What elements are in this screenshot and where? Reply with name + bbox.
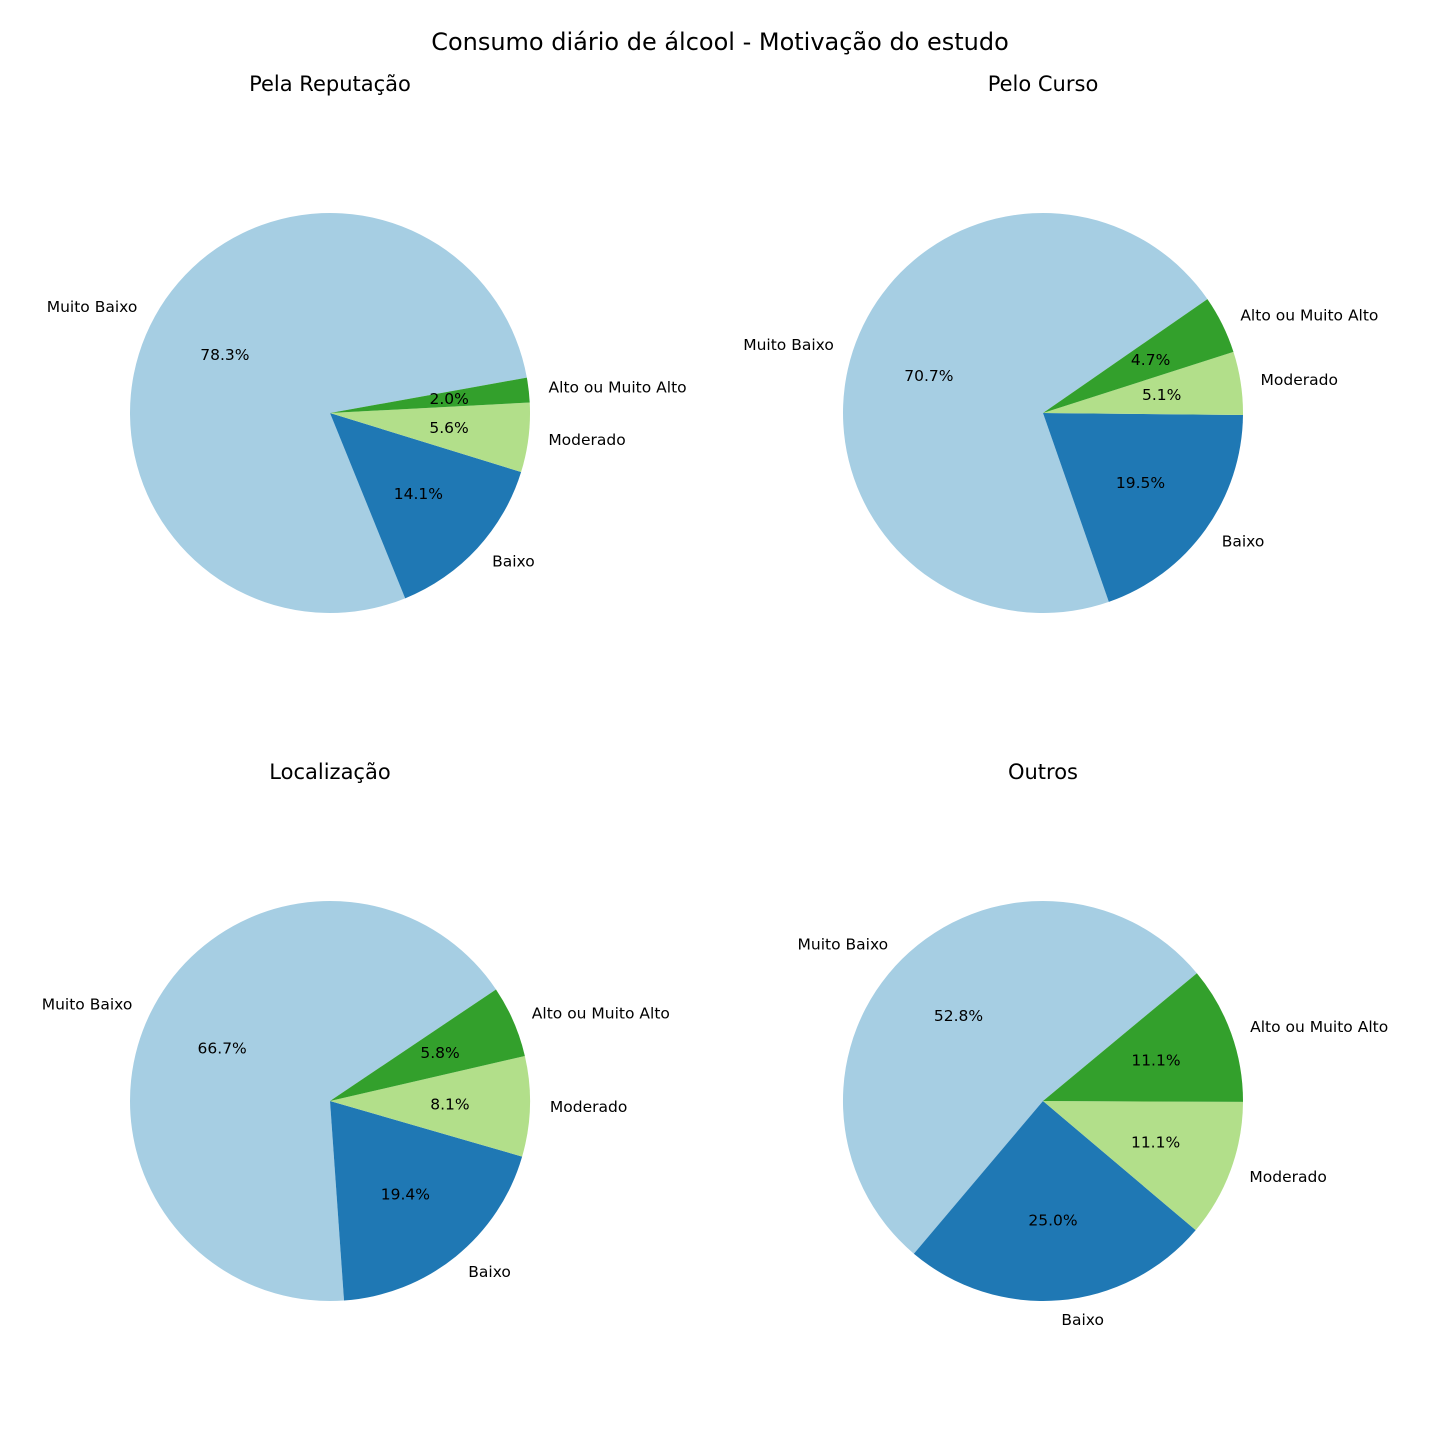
pie-2-slice-baixo [1043, 413, 1243, 602]
pie-2-slice-muito-baixo [843, 212, 1208, 613]
pie-2-label-moderado: Moderado [1261, 371, 1338, 389]
pie-2-label-alto-ou-muito-alto: Alto ou Muito Alto [1240, 307, 1378, 325]
pie-4-slice-baixo [913, 1101, 1196, 1301]
pie-1-label-moderado: Moderado [548, 431, 625, 449]
pie-2-pct-alto-ou-muito-alto: 4.7% [1131, 351, 1170, 369]
pie-3-pct-alto-ou-muito-alto: 5.8% [420, 1044, 459, 1062]
pie-4-label-alto-ou-muito-alto: Alto ou Muito Alto [1250, 1018, 1388, 1036]
pie-1-slice-baixo [330, 413, 522, 599]
pie-4-pct-moderado: 11.1% [1131, 1134, 1180, 1152]
pie-1-slice-alto-ou-muito-alto [330, 377, 530, 413]
pie-1-pct-moderado: 5.6% [429, 419, 468, 437]
pie-3-slice-alto-ou-muito-alto [330, 989, 525, 1101]
pie-1-slice-muito-baixo [130, 212, 527, 613]
pie-1-pct-alto-ou-muito-alto: 2.0% [430, 390, 469, 408]
pie-4-label-muito-baixo: Muito Baixo [798, 936, 889, 954]
pie-1-pct-baixo: 14.1% [394, 485, 443, 503]
pie-3-slice-muito-baixo [129, 901, 496, 1302]
pie-4-slice-muito-baixo [842, 900, 1197, 1254]
pie-4-pct-baixo: 25.0% [1028, 1212, 1077, 1230]
pie-3-pct-baixo: 19.4% [381, 1185, 430, 1203]
pie-3-pct-moderado: 8.1% [430, 1095, 469, 1113]
pie-2-slice-alto-ou-muito-alto [1043, 299, 1234, 413]
pie-2-label-muito-baixo: Muito Baixo [743, 336, 834, 354]
pie-1-title: Pela Reputação [249, 72, 411, 96]
pie-4-pct-muito-baixo: 52.8% [934, 1007, 983, 1025]
pie-3-slice-baixo [330, 1101, 523, 1301]
pie-3-label-moderado: Moderado [550, 1098, 627, 1116]
pie-4-title: Outros [1008, 760, 1078, 784]
pie-3-slice-moderado [330, 1055, 531, 1157]
pie-2-pct-moderado: 5.1% [1142, 386, 1181, 404]
pie-2-label-baixo: Baixo [1222, 532, 1265, 550]
pie-2-pct-baixo: 19.5% [1116, 474, 1165, 492]
pie-1-label-alto-ou-muito-alto: Alto ou Muito Alto [549, 379, 687, 397]
pie-4-label-baixo: Baixo [1061, 1311, 1104, 1329]
pie-1-pct-muito-baixo: 78.3% [200, 346, 249, 364]
pie-2-slice-moderado [1043, 351, 1244, 416]
pie-chart-3: Localização Muito Baixo 66.7% Baixo 19.4% Mo… [42, 760, 670, 1302]
pie-4-slice-alto-ou-muito-alto [1043, 973, 1244, 1102]
pie-chart-4: Outros Muito Baixo 52.8% Baixo 25.0% Moderad… [798, 760, 1389, 1329]
pie-chart-2: Pelo Curso Muito Baixo 70.7% Baixo 19.5% Mod… [743, 72, 1378, 613]
pie-3-title: Localização [269, 760, 390, 784]
pie-4-label-moderado: Moderado [1249, 1168, 1326, 1186]
pie-4-pct-alto-ou-muito-alto: 11.1% [1131, 1052, 1180, 1070]
pie-1-label-muito-baixo: Muito Baixo [47, 298, 138, 316]
pie-2-title: Pelo Curso [988, 72, 1099, 96]
pie-1-slice-moderado [330, 402, 531, 473]
figure-title: Consumo diário de álcool - Motivação do … [431, 28, 1009, 56]
pie-3-label-baixo: Baixo [468, 1263, 511, 1281]
pie-3-pct-muito-baixo: 66.7% [198, 1039, 247, 1057]
pie-1-label-baixo: Baixo [492, 553, 535, 571]
pie-2-pct-muito-baixo: 70.7% [904, 367, 953, 385]
pie-3-label-muito-baixo: Muito Baixo [42, 995, 133, 1013]
pie-4-slice-moderado [1043, 1101, 1243, 1231]
pie-chart-1: Pela Reputação Muito Baixo 78.3% Baixo 14.1… [47, 72, 687, 613]
pie-3-label-alto-ou-muito-alto: Alto ou Muito Alto [532, 1004, 670, 1022]
